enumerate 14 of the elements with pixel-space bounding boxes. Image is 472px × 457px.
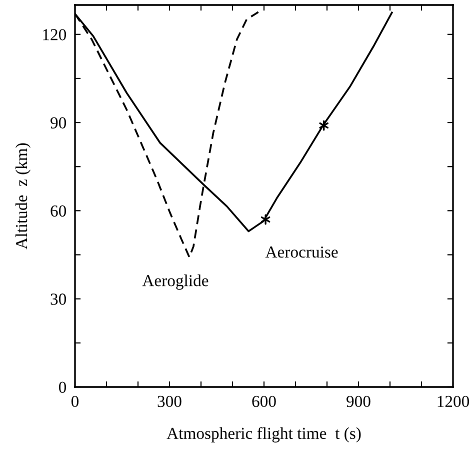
x-tick-label: 0 [71, 396, 79, 408]
y-tick-label: 90 [50, 117, 66, 128]
x-tick-label: 900 [346, 396, 370, 408]
x-tick-label: 600 [252, 396, 276, 408]
y-axis-title: Altitude z (km) [15, 143, 31, 250]
series-label: Aeroglide [142, 274, 208, 290]
y-tick-label: 0 [58, 382, 66, 393]
series-label: Aerocruise [265, 246, 338, 258]
x-tick-label: 300 [158, 396, 182, 408]
y-tick-label: 60 [50, 205, 66, 217]
y-tick-label: 30 [50, 294, 66, 305]
x-tick-label: 1200 [438, 396, 470, 408]
x-axis-title: Atmospheric flight time t (s) [166, 427, 361, 442]
y-tick-label: 120 [43, 29, 66, 40]
